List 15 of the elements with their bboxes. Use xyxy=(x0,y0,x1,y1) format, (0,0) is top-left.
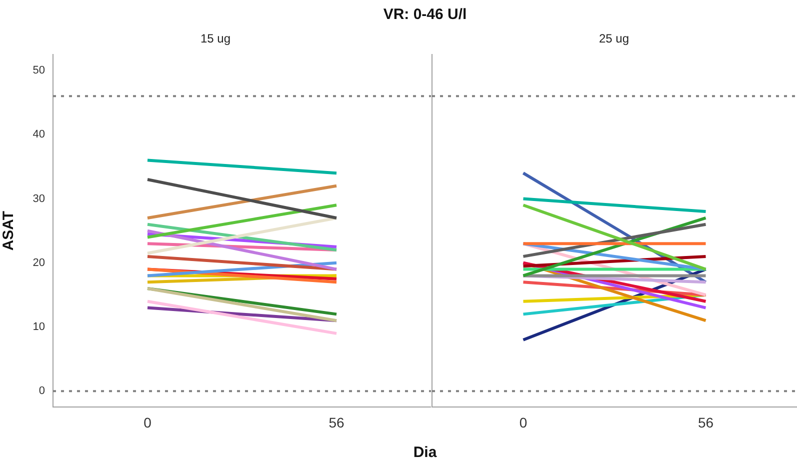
y-tick-label: 50 xyxy=(32,64,45,76)
y-tick-label: 0 xyxy=(38,385,45,398)
chart-title: VR: 0-46 U/l xyxy=(382,6,468,23)
chart-subtitle: 25 ug xyxy=(598,32,630,46)
y-tick-label: 40 xyxy=(32,128,45,141)
x-tick-label: 0 xyxy=(519,414,528,430)
x-axis-title: Dia xyxy=(412,444,438,461)
y-tick-label: 30 xyxy=(32,192,45,205)
x-tick-label: 56 xyxy=(698,414,714,430)
x-tick-label: 56 xyxy=(328,414,344,430)
y-tick-label: 10 xyxy=(32,321,45,334)
y-tick-label: 20 xyxy=(32,256,45,269)
chart-subtitle: 15 ug xyxy=(200,32,231,46)
x-tick-label: 0 xyxy=(144,414,152,430)
y-axis-title: ASAT xyxy=(0,210,18,251)
